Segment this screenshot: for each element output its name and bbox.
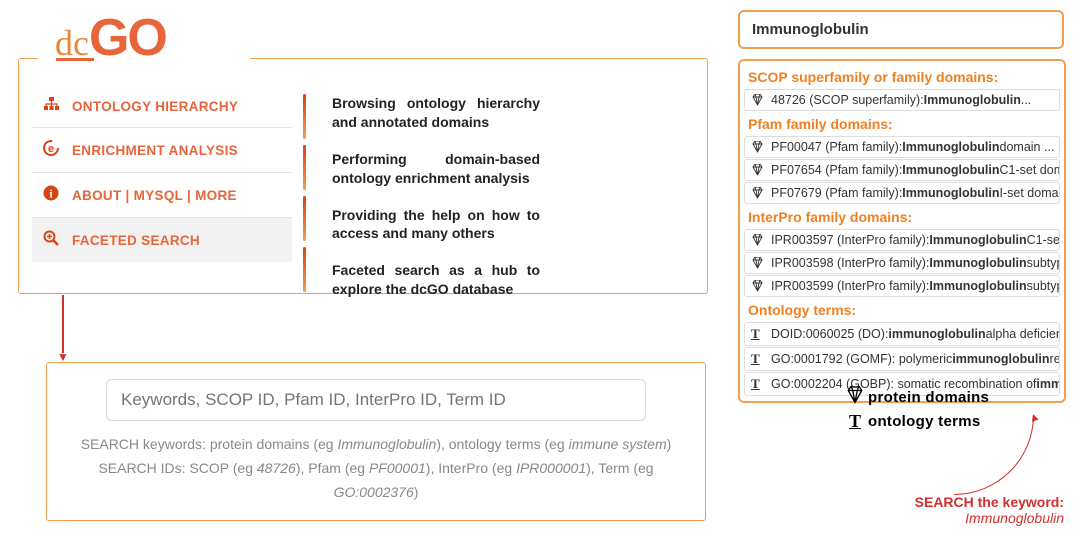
desc-item: Providing the help on how to access and … [318, 197, 540, 253]
diamond-icon [751, 186, 767, 200]
result-item[interactable]: IPR003599 (InterPro family): Immunoglobu… [744, 275, 1060, 297]
results-section-interpro: InterPro family domains: [740, 205, 1064, 228]
result-item[interactable]: PF00047 (Pfam family): Immunoglobulin do… [744, 136, 1060, 158]
t-icon: T [751, 351, 767, 367]
zoom-icon [40, 230, 62, 250]
desc-item: Browsing ontology hierarchy and annotate… [318, 85, 540, 141]
logo-dc: dc [55, 23, 89, 63]
result-item[interactable]: 48726 (SCOP superfamily): Immunoglobulin… [744, 89, 1060, 111]
callout-line1: SEARCH the keyword: [915, 494, 1064, 510]
search-input[interactable] [106, 379, 646, 421]
nav-label: ENRICHMENT ANALYSIS [72, 143, 238, 158]
diamond-icon [751, 256, 767, 270]
t-icon: T [751, 326, 767, 342]
logo-go: GO [89, 9, 166, 67]
legend-text: protein domains [868, 389, 989, 406]
nav-item-faceted-search[interactable]: FACETED SEARCH [32, 218, 292, 262]
nav-item-ontology-hierarchy[interactable]: ONTOLOGY HIERARCHY [32, 85, 292, 128]
e-circle-icon: e [40, 140, 62, 160]
diamond-icon [751, 93, 767, 107]
desc-item: Faceted search as a hub to explore the d… [318, 252, 540, 308]
brace-divider [303, 88, 313, 298]
nav-item-enrichment-analysis[interactable]: e ENRICHMENT ANALYSIS [32, 128, 292, 173]
callout-keyword: Immunoglobulin [965, 510, 1064, 526]
search-help-keywords: SEARCH keywords: protein domains (eg Imm… [61, 433, 691, 457]
arrow-curve [954, 415, 1034, 495]
t-icon: T [751, 376, 767, 392]
results-section-scop: SCOP superfamily or family domains: [740, 65, 1064, 88]
result-item[interactable]: IPR003598 (InterPro family): Immunoglobu… [744, 252, 1060, 274]
svg-text:e: e [48, 143, 54, 155]
result-item[interactable]: PF07654 (Pfam family): Immunoglobulin C1… [744, 159, 1060, 181]
results-section-pfam: Pfam family domains: [740, 112, 1064, 135]
diamond-icon [751, 140, 767, 154]
search-help-ids: SEARCH IDs: SCOP (eg 48726), Pfam (eg PF… [61, 457, 691, 505]
result-item[interactable]: TGO:0001792 (GOMF): polymeric immunoglob… [744, 347, 1060, 371]
search-panel: SEARCH keywords: protein domains (eg Imm… [46, 362, 706, 521]
diamond-icon [751, 279, 767, 293]
t-icon: T [842, 411, 868, 432]
logo-underline [56, 58, 94, 61]
arrow-line [62, 295, 64, 353]
search-callout: SEARCH the keyword: Immunoglobulin [915, 494, 1064, 526]
result-item[interactable]: IPR003597 (InterPro family): Immunoglobu… [744, 229, 1060, 251]
results-query-box[interactable]: Immunoglobulin [738, 10, 1064, 49]
nav-list: ONTOLOGY HIERARCHY e ENRICHMENT ANALYSIS… [32, 85, 292, 262]
result-item[interactable]: PF07679 (Pfam family): Immunoglobulin I-… [744, 182, 1060, 204]
diamond-icon [751, 233, 767, 247]
tree-icon [40, 97, 62, 115]
nav-label: ONTOLOGY HIERARCHY [72, 99, 238, 114]
diamond-icon [842, 386, 868, 409]
nav-label: ABOUT | MYSQL | MORE [72, 188, 237, 203]
results-section-ontology: Ontology terms: [740, 298, 1064, 321]
description-list: Browsing ontology hierarchy and annotate… [318, 85, 540, 308]
arrow-down-icon: ▼ [57, 350, 69, 364]
results-box: SCOP superfamily or family domains: 4872… [738, 59, 1066, 403]
diamond-icon [751, 163, 767, 177]
info-icon: i [40, 185, 62, 205]
results-panel: Immunoglobulin SCOP superfamily or famil… [738, 10, 1066, 403]
legend-domains: protein domains [842, 386, 989, 409]
nav-item-about[interactable]: i ABOUT | MYSQL | MORE [32, 173, 292, 218]
nav-label: FACETED SEARCH [72, 233, 200, 248]
desc-item: Performing domain-based ontology enrichm… [318, 141, 540, 197]
result-item[interactable]: TDOID:0060025 (DO): immunoglobulin alpha… [744, 322, 1060, 346]
